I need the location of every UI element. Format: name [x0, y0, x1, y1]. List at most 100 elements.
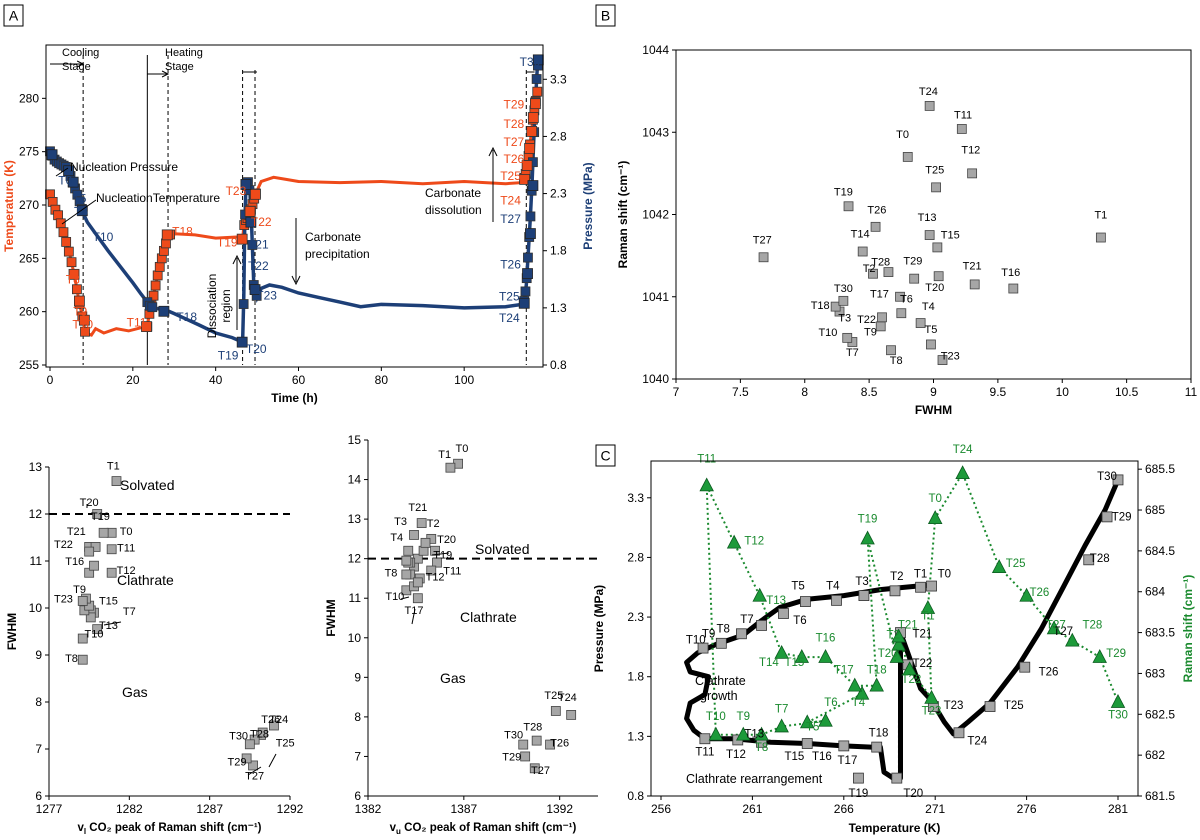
y-axis-title: Raman shift (cm⁻¹) [616, 161, 630, 269]
raman-point [799, 714, 815, 729]
pt-point-label: T20 [903, 788, 923, 800]
point-label: T21 [963, 261, 982, 273]
y-axis-title: FWHM [5, 613, 19, 650]
pressure-point [525, 228, 536, 239]
scatter-point [870, 221, 881, 232]
y-tick-label: 682.5 [1145, 707, 1175, 721]
pt-point-label: T24 [967, 736, 987, 748]
y-axis-title-right: Pressure (MPa) [581, 162, 595, 249]
point-label: T9 [864, 326, 877, 338]
temperature-point [519, 173, 531, 185]
raman-point [991, 559, 1007, 574]
y-tick-label: 6 [35, 789, 42, 803]
raman-point-label: T5 [806, 722, 819, 734]
y-tick-label: 265 [19, 251, 39, 265]
y-tick-label: 7 [35, 742, 42, 756]
scatter-point [1095, 232, 1106, 243]
scatter-point [520, 751, 531, 762]
pt-point-label: T29 [1112, 511, 1132, 523]
x-axis-title: FWHM [915, 403, 952, 417]
temperature-marker [148, 290, 159, 301]
x-tick-label: 281 [1108, 802, 1128, 816]
scatter-point [967, 168, 978, 179]
pt-point-label: T19 [849, 788, 869, 800]
scatter-point [932, 242, 943, 253]
scatter-point [868, 268, 878, 279]
temperature-marker [532, 86, 543, 97]
point-label: T23 [54, 593, 73, 605]
point-label: T27 [245, 771, 264, 783]
x-tick-label: 8 [801, 385, 808, 399]
pt-point-label: T27 [1053, 626, 1073, 638]
x-axis-title: Temperature (K) [849, 821, 941, 835]
raman-point-label: T17 [834, 664, 854, 676]
pt-point-label: T7 [740, 614, 753, 626]
scatter-point [915, 318, 926, 328]
x-tick-label: 1392 [546, 802, 573, 816]
y-tick-label: 2.3 [627, 610, 644, 624]
carbonate-dissolution-label: dissolution [425, 203, 482, 217]
pt-point [831, 594, 842, 606]
y-tick-label: 9 [354, 670, 361, 684]
point-label: T4 [922, 301, 935, 313]
point-label: T7 [846, 347, 859, 359]
scatter-point [877, 312, 887, 323]
marker-label: T23 [226, 184, 247, 198]
scatter-point [412, 593, 423, 604]
pt-point [871, 741, 883, 753]
marker-label: T29 [504, 98, 525, 112]
raman-point-label: T0 [928, 493, 941, 505]
raman-point [924, 689, 939, 704]
y-tick-label: 1043 [642, 125, 669, 139]
y-tick-label: 683.5 [1145, 626, 1175, 640]
scatter-point [401, 555, 412, 566]
point-label: T11 [117, 543, 135, 555]
raman-point [1092, 649, 1107, 663]
point-label: T27 [753, 234, 772, 246]
x-tick-label: 1287 [196, 802, 223, 816]
marker-label: T21 [248, 237, 269, 251]
y-tick-label: 3.3 [627, 491, 644, 505]
y-tick-label: 2.8 [550, 129, 567, 143]
point-label: T25 [276, 738, 295, 750]
raman-point [708, 726, 724, 741]
temperature-point [524, 143, 536, 154]
point-label: T2 [427, 518, 440, 530]
leader-line [431, 552, 450, 556]
x-axis-title-sub: u [396, 827, 401, 836]
raman-point-label: T12 [744, 535, 764, 547]
pt-point [699, 733, 711, 745]
pt-point-label: T10 [686, 634, 706, 646]
raman-line-link [705, 485, 717, 735]
raman-point-label: T11 [697, 454, 716, 466]
raman-point-label: T7 [775, 704, 788, 716]
y-tick-label: 681.5 [1145, 789, 1175, 803]
x-tick-label: 100 [454, 373, 474, 387]
scatter-point [420, 537, 431, 548]
region-label: Gas [122, 684, 148, 700]
pt-point [697, 642, 709, 654]
pressure-point [245, 216, 257, 228]
pt-point-label: T2 [890, 571, 903, 583]
y-tick-label: 280 [19, 91, 39, 105]
marker-label: T24 [499, 311, 520, 325]
scatter-point [924, 101, 935, 111]
point-label: T22 [54, 539, 73, 551]
marker-label: T26 [500, 258, 521, 272]
x-axis-title: Time (h) [271, 391, 317, 405]
cooling-stage-label: Cooling [62, 47, 99, 59]
raman-point-label: T13 [766, 595, 786, 607]
scatter-point [111, 476, 122, 487]
point-label: T15 [99, 596, 118, 608]
panel-letter: B [601, 8, 610, 24]
y-axis-title: FWHM [324, 599, 338, 636]
scatter-point [758, 252, 769, 263]
pt-point [838, 740, 850, 752]
raman-point-label: T10 [706, 711, 726, 723]
pressure-point [76, 205, 88, 217]
x-axis-title: vl CO₂ peak of Raman shift (cm⁻¹) [77, 822, 261, 836]
scatter-point [838, 295, 849, 306]
raman-point [752, 587, 767, 602]
point-label: T22 [857, 314, 876, 326]
